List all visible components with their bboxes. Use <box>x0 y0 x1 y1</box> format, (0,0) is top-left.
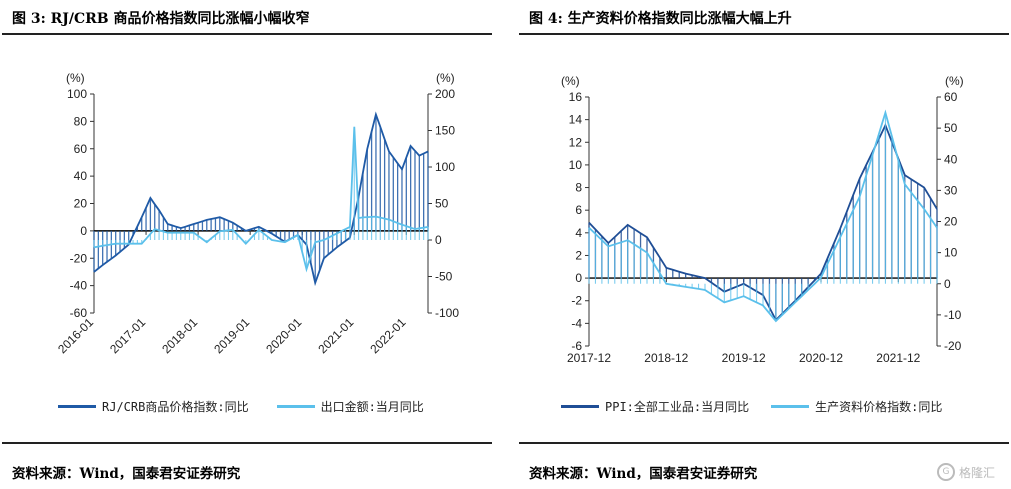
left-y-unit: (%) <box>66 71 85 85</box>
right-y-tick-label: -50 <box>435 270 453 284</box>
x-tick-label: 2022-01 <box>367 315 408 356</box>
right-y-tick-label: 60 <box>944 90 958 104</box>
x-tick-label: 2021-12 <box>876 351 920 365</box>
left-y-tick-label: 80 <box>74 114 88 128</box>
series-0-line <box>93 111 429 287</box>
right-chart: (%) (%)-6-4-20246810121416-20-10010203040… <box>561 74 964 365</box>
right-y-tick-label: 40 <box>944 152 958 166</box>
left-y-tick-label: 0 <box>575 271 582 285</box>
right-y-tick-label: -100 <box>435 306 459 320</box>
right-y-tick-label: 10 <box>944 246 958 260</box>
left-y-tick-label: -20 <box>70 251 88 265</box>
x-tick-label: 2018-12 <box>644 351 688 365</box>
right-y-tick-label: 0 <box>944 277 951 291</box>
left-chart: (%) (%) -60 -40 -20 0 20 40 60 80 100 -100 -50 0 50 100… <box>55 71 459 356</box>
left-y-tick-label: 16 <box>569 90 583 104</box>
watermark: G 格隆汇 <box>936 463 995 481</box>
left-y-tick-label: -2 <box>571 294 582 308</box>
legend-swatch-rjcrb <box>58 405 96 408</box>
right-bottom-rule <box>519 442 1009 444</box>
x-tick-label: 2020-12 <box>799 351 843 365</box>
series-1-line <box>588 109 938 323</box>
left-panel: 图 3: RJ/CRB 商品价格指数同比涨幅小幅收窄 (%) (%) -60 -40 -… <box>0 0 494 489</box>
x-tick-label: 2020-01 <box>263 315 304 356</box>
legend-label-rjcrb: RJ/CRB商品价格指数:同比 <box>102 400 249 414</box>
right-y-tick-label: 30 <box>944 183 958 197</box>
left-figure-title: 图 3: RJ/CRB 商品价格指数同比涨幅小幅收窄 <box>12 11 310 27</box>
right-panel: 图 4: 生产资料价格指数同比涨幅大幅上升 (%) (%) -6 -4 -2 0 2 4 6 8 1… <box>517 0 1011 489</box>
legend-label-export: 出口金额:当月同比 <box>320 400 424 414</box>
right-y-tick-label: 20 <box>944 215 958 229</box>
left-y-unit: (%) <box>561 74 580 88</box>
x-tick-label: 2021-01 <box>315 315 356 356</box>
watermark-logo-icon: G <box>936 463 955 481</box>
right-y-tick-label: -20 <box>944 339 962 353</box>
left-y-tick-label: 2 <box>575 248 582 262</box>
left-y-tick-label: 10 <box>569 158 583 172</box>
right-y-tick-label: 50 <box>944 121 958 135</box>
right-legend: PPI:全部工业品:当月同比 生产资料价格指数:同比 <box>561 398 942 415</box>
right-source: 资料来源：Wind，国泰君安证券研究 <box>529 466 758 482</box>
left-legend: RJ/CRB商品价格指数:同比 出口金额:当月同比 <box>58 398 424 415</box>
series-1-line <box>93 126 429 273</box>
left-y-tick-label: -6 <box>571 339 582 353</box>
left-top-rule <box>2 33 492 35</box>
right-y-tick-label: 150 <box>435 124 455 138</box>
left-y-tick-label: 0 <box>80 224 87 238</box>
legend-swatch-ppi <box>561 405 599 408</box>
watermark-text: 格隆汇 <box>958 465 995 480</box>
legend-swatch-means <box>771 405 810 408</box>
left-bottom-rule <box>2 442 492 444</box>
x-tick-label: 2018-01 <box>159 315 200 356</box>
left-y-tick-label: 12 <box>569 135 583 149</box>
left-y-tick-label: -4 <box>571 316 582 330</box>
x-tick-label: 2019-12 <box>722 351 766 365</box>
left-y-tick-label: 8 <box>575 181 582 195</box>
x-tick-label: 2019-01 <box>211 315 252 356</box>
left-y-tick-label: -60 <box>70 306 88 320</box>
right-y-tick-label: 50 <box>435 197 449 211</box>
left-y-tick-label: 40 <box>74 169 88 183</box>
legend-swatch-export <box>276 405 315 408</box>
right-figure-title: 图 4: 生产资料价格指数同比涨幅大幅上升 <box>529 11 792 27</box>
x-tick-label: 2017-12 <box>567 351 611 365</box>
left-source: 资料来源：Wind，国泰君安证券研究 <box>12 466 241 482</box>
legend-label-means: 生产资料价格指数:同比 <box>815 400 943 414</box>
right-y-tick-label: 100 <box>435 160 455 174</box>
left-y-tick-label: 4 <box>575 226 582 240</box>
right-y-unit: (%) <box>945 74 964 88</box>
right-y-tick-label: 0 <box>435 233 442 247</box>
x-tick-label: 2016-01 <box>55 315 96 356</box>
right-y-unit: (%) <box>436 71 455 85</box>
left-y-tick-label: 20 <box>74 197 88 211</box>
left-y-tick-label: 100 <box>67 87 87 101</box>
left-y-tick-label: 6 <box>575 203 582 217</box>
legend-label-ppi: PPI:全部工业品:当月同比 <box>605 400 750 414</box>
right-top-rule <box>519 33 1009 35</box>
right-y-tick-label: 200 <box>435 87 455 101</box>
left-y-tick-label: -40 <box>70 279 88 293</box>
x-tick-label: 2017-01 <box>107 315 148 356</box>
left-y-tick-label: 14 <box>569 113 583 127</box>
left-y-tick-label: 60 <box>74 142 88 156</box>
right-y-tick-label: -10 <box>944 308 962 322</box>
